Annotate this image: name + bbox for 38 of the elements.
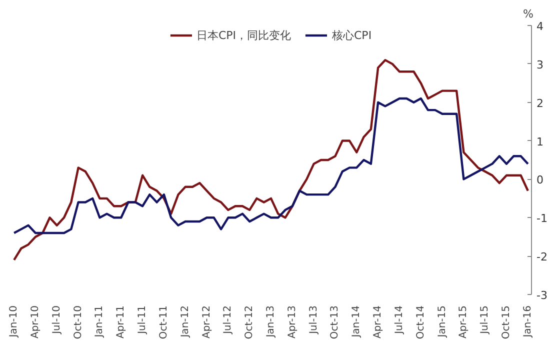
- x-tick-label: Jul-11: [137, 305, 148, 335]
- x-tick-label: Jan-12: [180, 306, 191, 338]
- x-tick-label: Jan-11: [94, 306, 106, 338]
- legend-label: 核心CPI: [332, 28, 372, 42]
- x-tick-label: Jul-14: [394, 305, 405, 335]
- y-axis-title: %: [523, 8, 534, 20]
- line-series: [12, 58, 530, 262]
- y-tick-label: 2: [536, 96, 544, 110]
- y-tick-label: -2: [536, 250, 548, 264]
- x-tick-label: Apr-14: [372, 305, 384, 338]
- x-tick-label: Jan-13: [266, 306, 276, 338]
- x-tick-label: Jan-15: [436, 306, 448, 338]
- y-tick-label: 1: [536, 135, 544, 148]
- x-tick-label: Oct-14: [415, 306, 426, 340]
- x-tick-label: Jan-10: [8, 306, 20, 338]
- x-tick-label: Jan-14: [351, 306, 362, 338]
- x-tick-label: Jul-15: [480, 305, 491, 335]
- x-tick-label: Oct-11: [158, 306, 170, 340]
- legend-label: 日本CPI，同比变化: [196, 28, 291, 42]
- y-tick-label: -1: [536, 212, 548, 226]
- x-tick-label: Apr-10: [30, 305, 41, 338]
- x-tick-label: Oct-13: [330, 306, 341, 340]
- x-tick-label: Apr-13: [286, 305, 298, 338]
- x-tick-label: Jan-16: [522, 306, 534, 338]
- x-tick-label: Jul-10: [51, 305, 62, 335]
- y-tick-label: 3: [536, 58, 544, 72]
- y-tick-label: 4: [536, 20, 544, 33]
- x-tick-label: Apr-12: [201, 305, 212, 338]
- x-tick-label: Jul-12: [222, 305, 234, 335]
- x-tick-label: Oct-15: [501, 306, 512, 340]
- x-tick-label: Oct-10: [72, 306, 84, 340]
- x-tick-label: Oct-12: [244, 306, 256, 340]
- y-tick-label: 0: [536, 174, 544, 187]
- x-tick-label: Jul-13: [308, 305, 320, 335]
- line-series: [12, 97, 530, 234]
- x-tick-label: Apr-11: [116, 305, 127, 338]
- x-tick-label: Apr-15: [458, 305, 470, 338]
- y-tick-label: -3: [536, 289, 548, 302]
